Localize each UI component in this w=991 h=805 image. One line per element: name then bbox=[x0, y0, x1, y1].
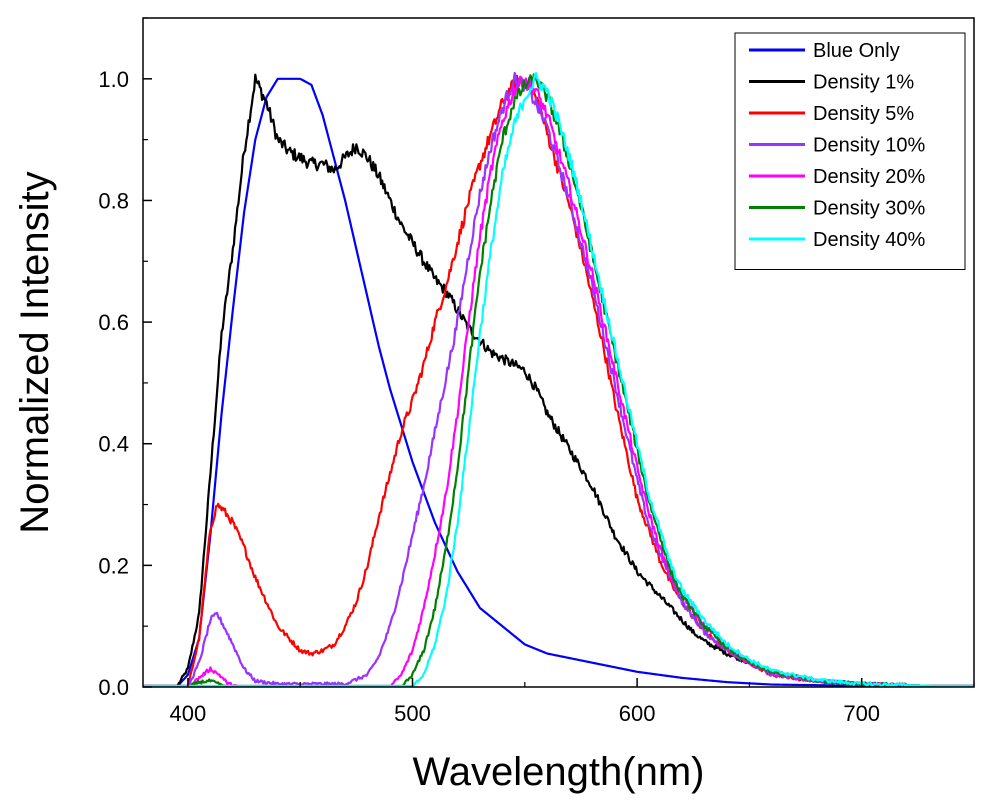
y-tick-label: 0.4 bbox=[98, 432, 129, 457]
y-tick-label: 0.0 bbox=[98, 675, 129, 700]
x-tick-label: 700 bbox=[843, 701, 880, 726]
legend-label-2: Density 1% bbox=[813, 72, 914, 94]
plot-frame bbox=[142, 17, 975, 688]
legend-label-4: Density 10% bbox=[813, 135, 925, 157]
y-axis-title: Normalized Intensity bbox=[13, 171, 57, 533]
plot-lines bbox=[143, 71, 974, 688]
legend-label-3: Density 5% bbox=[813, 103, 914, 125]
y-axis: 0.0 0.2 0.4 0.6 0.8 1.0 bbox=[98, 17, 152, 700]
x-axis-title: Wavelength(nm) bbox=[413, 750, 705, 794]
x-tick-label: 400 bbox=[170, 701, 207, 726]
legend-label-1: Blue Only bbox=[813, 40, 900, 62]
x-tick-label: 500 bbox=[394, 701, 431, 726]
legend: Blue Only Density 1% Density 5% Density 10%… bbox=[734, 32, 966, 270]
y-tick-label: 0.8 bbox=[98, 188, 129, 213]
series-line-1 bbox=[143, 77, 974, 688]
y-tick-label: 0.2 bbox=[98, 553, 129, 578]
series-line-7 bbox=[143, 72, 974, 688]
legend-label-6: Density 30% bbox=[813, 198, 925, 220]
x-axis: 400 500 600 700 bbox=[170, 678, 975, 726]
legend-box bbox=[734, 32, 966, 270]
legend-label-7: Density 40% bbox=[813, 229, 925, 251]
y-tick-label: 0.6 bbox=[98, 310, 129, 335]
legend-label-5: Density 20% bbox=[813, 166, 925, 188]
x-tick-label: 600 bbox=[619, 701, 656, 726]
y-tick-label: 1.0 bbox=[98, 67, 129, 92]
